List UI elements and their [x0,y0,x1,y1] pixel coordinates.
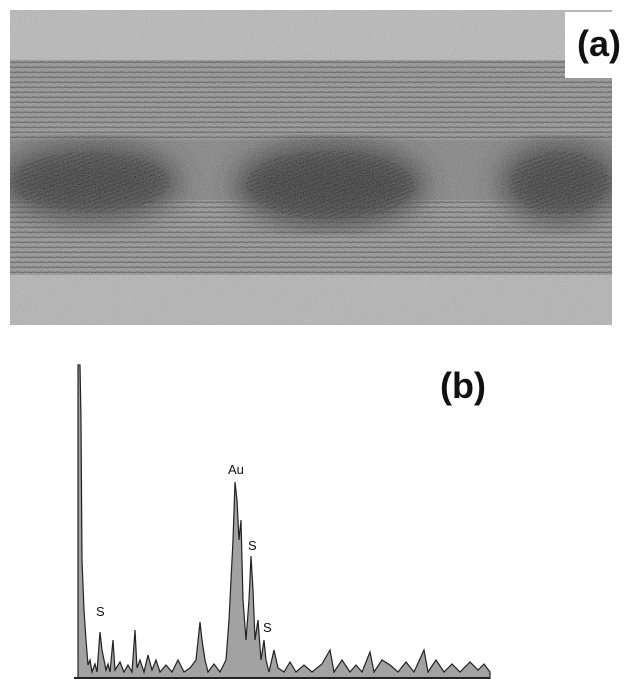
panel-label: (a) [577,23,621,64]
panel-label: (b) [440,365,486,406]
peak-label: Au [228,462,244,477]
spectrum [74,364,491,679]
label-box [565,12,627,78]
tem-image [10,10,612,325]
peak-label: S [263,620,272,635]
peak-label: S [96,604,105,619]
peak-label: S [248,538,257,553]
